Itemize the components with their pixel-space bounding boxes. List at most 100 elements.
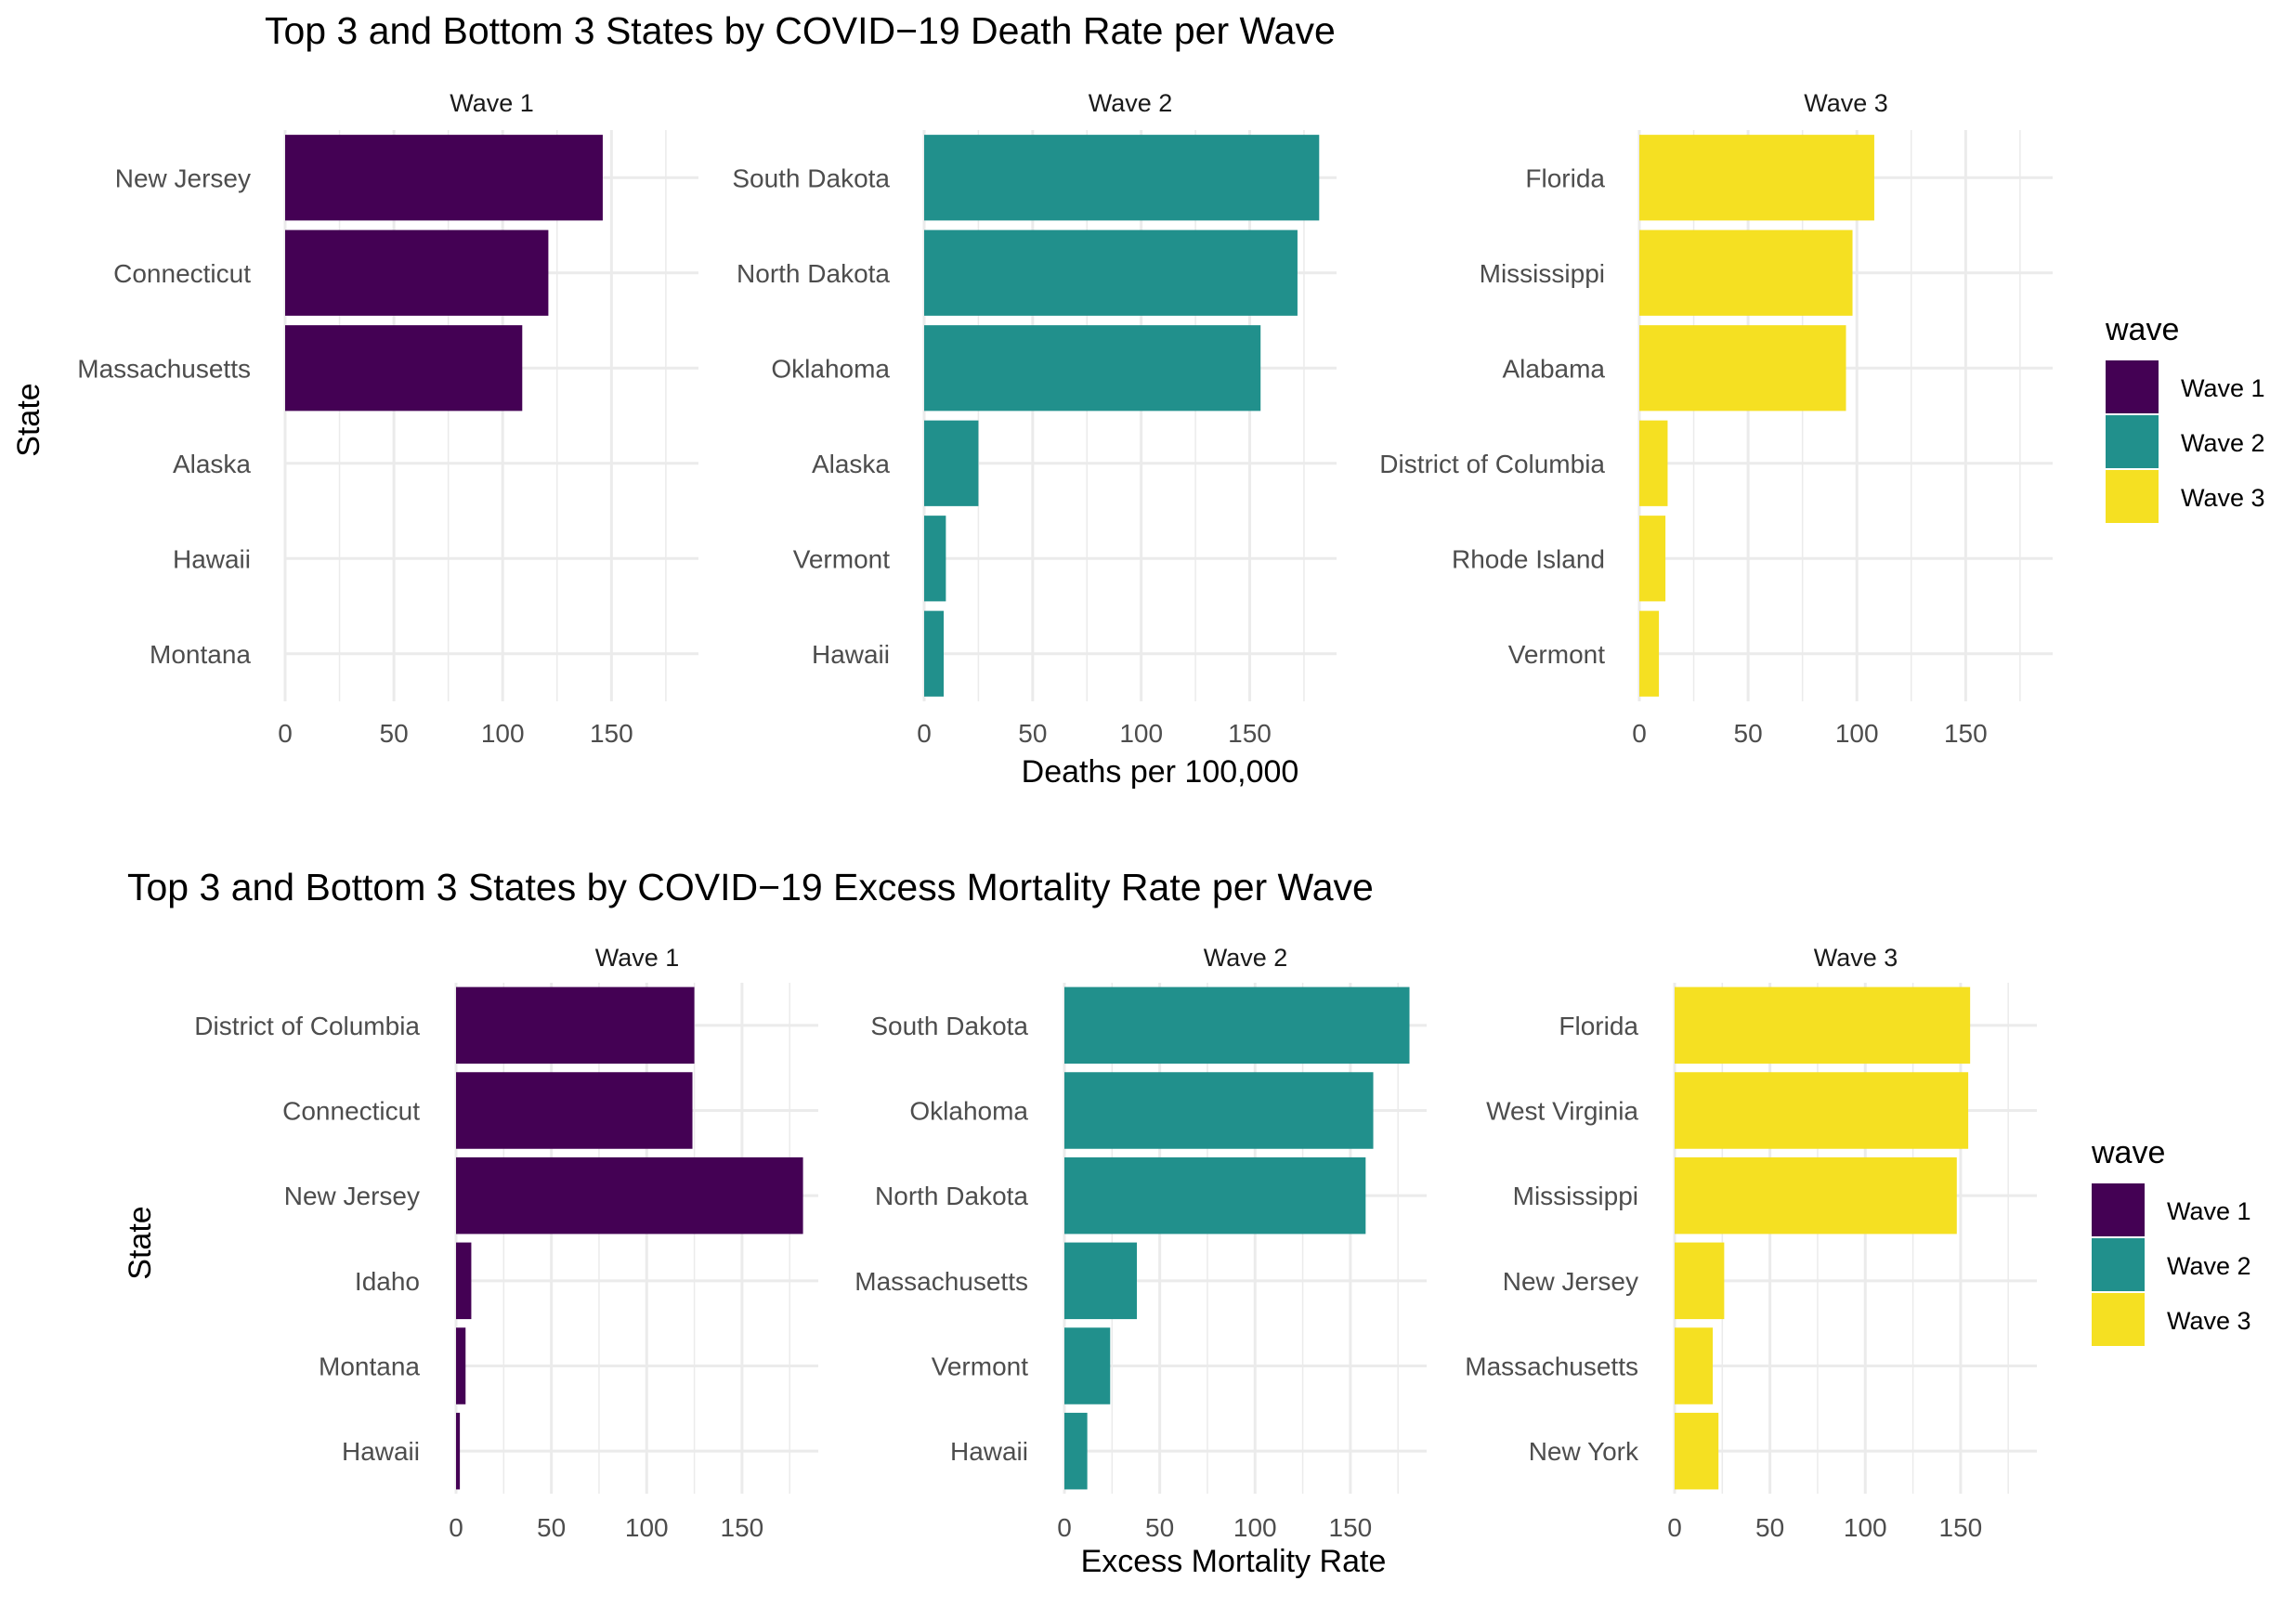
bar [1639,135,1874,221]
legend-label-wave-1: Wave 1 [2181,374,2265,402]
category-label: Connecticut [282,1097,420,1126]
x-tick-label: 0 [1057,1513,1072,1542]
category-label: Florida [1559,1012,1638,1040]
bar [1639,610,1660,697]
legend-swatch-wave-2 [2106,415,2159,468]
y-axis-title-death-rate: State [11,383,46,456]
legend-swatch-wave-1 [2106,360,2159,413]
bar [1064,1242,1137,1320]
x-tick-label: 150 [1944,719,1988,748]
category-label: Oklahoma [909,1097,1028,1126]
x-tick-label: 100 [1119,719,1163,748]
x-tick-label: 50 [1734,719,1763,748]
x-tick-label: 150 [590,719,633,748]
x-tick-label: 50 [1145,1513,1174,1542]
bar [1675,1327,1714,1404]
bar [1675,986,1971,1065]
category-label: Hawaii [173,544,251,573]
legend-excess-mortality: wave Wave 1 Wave 2 Wave 3 [2091,1135,2251,1346]
category-label: Florida [1525,163,1605,192]
x-tick-label: 150 [1939,1513,1983,1542]
x-tick-label: 150 [1228,719,1272,748]
category-label: Montana [319,1352,420,1381]
x-tick-label: 0 [1667,1513,1682,1542]
bar [924,516,946,602]
x-tick-label: 150 [1329,1513,1373,1542]
legend-label-wave-2: Wave 2 [2181,429,2265,457]
category-label: Vermont [1508,640,1605,669]
category-label: New Jersey [284,1182,420,1210]
facet-strip-label: Wave 1 [595,944,680,972]
x-tick-label: 100 [481,719,525,748]
chart-2-panels: Wave 1 District of Columbia Connecticut New… [194,944,2037,1542]
facet-strip-label: Wave 2 [1089,89,1173,117]
category-label: Montana [150,640,251,669]
category-label: West Virginia [1486,1097,1638,1126]
category-label: Mississippi [1513,1182,1638,1210]
x-tick-label: 50 [380,719,409,748]
category-label: South Dakota [732,163,890,192]
x-axis-title-death-rate: Deaths per 100,000 [1022,754,1299,790]
x-tick-label: 0 [278,719,293,748]
bar [1675,1412,1719,1490]
category-label: Alaska [173,450,251,478]
category-label: Alabama [1502,354,1605,383]
x-tick-label: 50 [537,1513,566,1542]
x-tick-label: 50 [1755,1513,1784,1542]
panel-wave-2: Wave 2 South Dakota Oklahoma North Dakota Ma… [854,944,1427,1542]
legend-label-wave-2: Wave 2 [2167,1252,2251,1280]
category-label: Hawaii [342,1437,420,1466]
facet-strip-label: Wave 3 [1814,944,1898,972]
category-label: Vermont [932,1352,1028,1381]
x-tick-label: 150 [721,1513,764,1542]
bar [924,325,1261,412]
bar [1064,1412,1088,1490]
category-label: North Dakota [737,259,890,288]
legend-title-death-rate: wave [2105,312,2179,347]
panel-wave-3: Wave 3 Florida Mississippi Alabama District … [1379,89,2053,748]
facet-strip-label: Wave 1 [450,89,534,117]
category-label: New York [1529,1437,1639,1466]
category-label: Massachusetts [1465,1352,1638,1381]
x-axis-title-excess-mortality: Excess Mortality Rate [1081,1544,1387,1579]
panel-wave-1: Wave 1 New Jersey Connecticut Massachusetts… [77,89,698,748]
bar [285,135,603,221]
category-label: Rhode Island [1452,544,1605,573]
panel-wave-2: Wave 2 South Dakota North Dakota Oklahoma Al… [732,89,1337,748]
category-label: Hawaii [950,1437,1028,1466]
bar [1675,1156,1957,1235]
legend-swatch-wave-1 [2092,1183,2145,1236]
bar [924,420,979,506]
category-label: Oklahoma [771,354,890,383]
bar [1639,420,1668,506]
bar [456,1412,461,1490]
x-tick-label: 0 [449,1513,463,1542]
chart-title-excess-mortality: Top 3 and Bottom 3 States by COVID−19 Ex… [127,866,1374,908]
bar [1064,986,1410,1065]
x-tick-label: 100 [1835,719,1879,748]
category-label: District of Columbia [1379,450,1605,478]
chart-excess-mortality: Top 3 and Bottom 3 States by COVID−19 Ex… [123,866,2251,1579]
category-label: District of Columbia [194,1012,420,1040]
legend-swatch-wave-3 [2092,1293,2145,1346]
bar [1064,1156,1366,1235]
category-label: South Dakota [870,1012,1028,1040]
bar [285,325,523,412]
chart-title-death-rate: Top 3 and Bottom 3 States by COVID−19 De… [265,9,1336,52]
legend-swatch-wave-2 [2092,1238,2145,1291]
panel-wave-1: Wave 1 District of Columbia Connecticut New… [194,944,818,1542]
bar [1639,229,1853,316]
x-tick-label: 50 [1018,719,1047,748]
bar [456,1242,472,1320]
bar [924,135,1320,221]
bar [1675,1242,1725,1320]
category-label: New Jersey [1503,1267,1638,1296]
category-label: North Dakota [875,1182,1028,1210]
x-tick-label: 100 [625,1513,669,1542]
bar [456,1156,803,1235]
legend-label-wave-3: Wave 3 [2167,1307,2251,1335]
x-tick-label: 0 [917,719,932,748]
bar [924,229,1298,316]
category-label: Hawaii [812,640,890,669]
